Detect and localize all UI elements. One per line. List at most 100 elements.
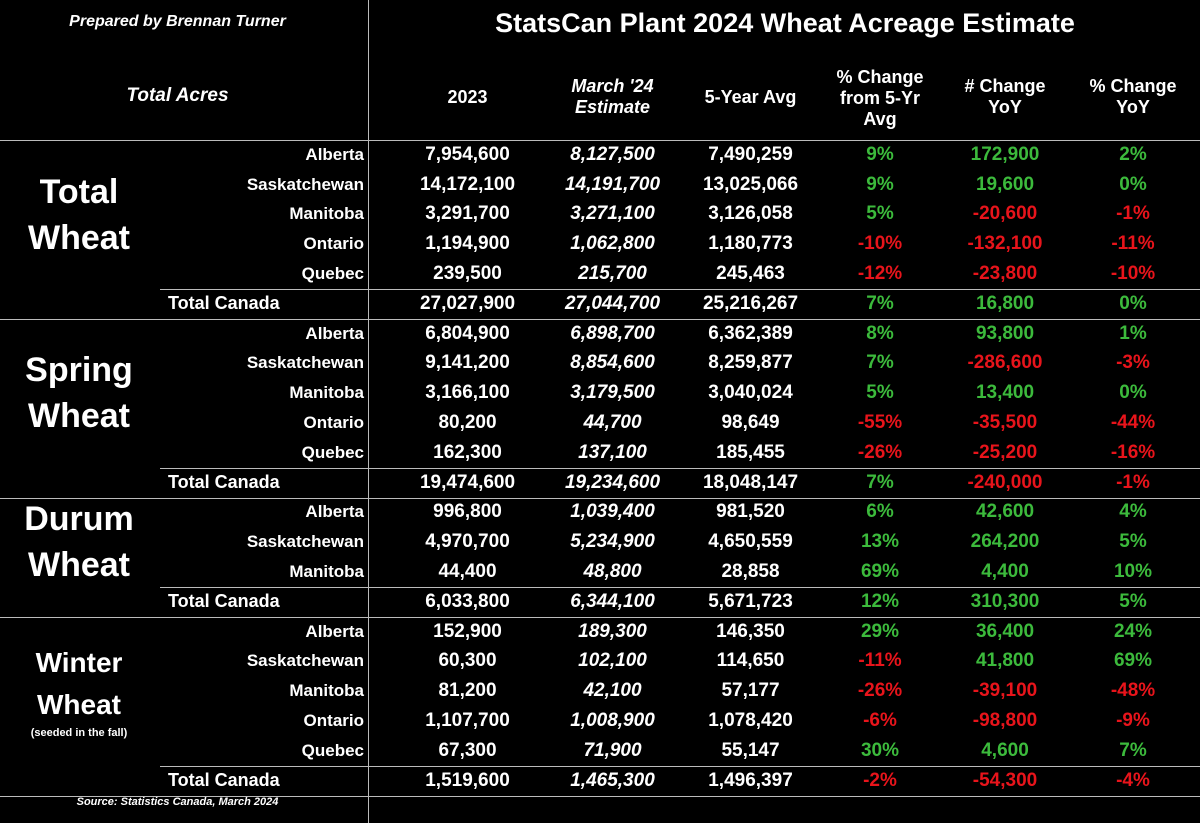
- value-2023: 19,474,600: [419, 471, 516, 493]
- value-march-estimate: 189,300: [578, 620, 647, 642]
- value-pct-change-yoy: 1%: [1119, 322, 1147, 344]
- value-5yr-avg: 28,858: [721, 561, 780, 583]
- value-2023: 67,300: [438, 739, 497, 761]
- value-2023: 60,300: [438, 650, 497, 672]
- value-2023: 162,300: [433, 441, 502, 463]
- province-name: Ontario: [303, 234, 364, 254]
- value-march-estimate: 215,700: [578, 263, 647, 285]
- province-name: Manitoba: [289, 681, 364, 701]
- value-pct-change-yoy: 5%: [1119, 531, 1147, 553]
- province-name: Saskatchewan: [246, 532, 364, 552]
- value-march-estimate: 102,100: [578, 650, 647, 672]
- value-march-estimate: 71,900: [583, 739, 642, 761]
- table-row: Manitoba 44,400 48,800 28,858 69% 4,400 10%: [0, 557, 1200, 587]
- value-2023: 27,027,900: [419, 292, 516, 314]
- value-march-estimate: 44,700: [583, 412, 642, 434]
- value-num-change-yoy: 16,800: [975, 292, 1035, 314]
- total-label: Total Canada: [168, 770, 280, 791]
- value-2023: 44,400: [438, 561, 497, 583]
- value-2023: 3,166,100: [425, 382, 510, 404]
- col-header-num-change-yoy: # Change YoY: [964, 76, 1046, 117]
- value-num-change-yoy: 264,200: [970, 531, 1040, 553]
- value-5yr-avg: 981,520: [716, 501, 785, 523]
- value-pct-change-yoy: 0%: [1119, 382, 1147, 404]
- value-num-change-yoy: -23,800: [972, 263, 1038, 285]
- value-pct-change-5yr: -12%: [857, 263, 903, 285]
- total-label: Total Canada: [168, 591, 280, 612]
- value-2023: 7,954,600: [425, 143, 510, 165]
- value-num-change-yoy: -98,800: [972, 710, 1038, 732]
- value-pct-change-yoy: 24%: [1113, 620, 1153, 642]
- total-row: Total Canada 6,033,800 6,344,100 5,671,723 1…: [0, 587, 1200, 617]
- value-num-change-yoy: 13,400: [975, 382, 1035, 404]
- value-num-change-yoy: -39,100: [972, 680, 1038, 702]
- table-row: Alberta 6,804,900 6,898,700 6,362,389 8% 93,8…: [0, 319, 1200, 349]
- province-name: Saskatchewan: [246, 174, 364, 194]
- value-pct-change-5yr: -6%: [863, 710, 897, 732]
- value-march-estimate: 5,234,900: [570, 531, 655, 553]
- row-divider: [0, 140, 1200, 141]
- value-num-change-yoy: -132,100: [967, 233, 1043, 255]
- value-pct-change-5yr: 5%: [866, 203, 894, 225]
- table-row: Alberta 996,800 1,039,400 981,520 6% 42,600 4%: [0, 498, 1200, 528]
- col-header-2023: 2023: [447, 86, 488, 107]
- value-5yr-avg: 1,078,420: [708, 710, 793, 732]
- value-march-estimate: 8,127,500: [570, 143, 655, 165]
- province-name: Quebec: [301, 442, 364, 462]
- total-row: Total Canada 1,519,600 1,465,300 1,496,397 -…: [0, 766, 1200, 796]
- value-num-change-yoy: 41,800: [975, 650, 1035, 672]
- value-5yr-avg: 114,650: [716, 650, 785, 672]
- value-pct-change-yoy: 7%: [1119, 739, 1147, 761]
- row-divider: [160, 587, 1200, 588]
- value-num-change-yoy: 310,300: [970, 590, 1040, 612]
- value-pct-change-yoy: -9%: [1116, 710, 1150, 732]
- table-row: Saskatchewan 60,300 102,100 114,650 -11% 41,8…: [0, 647, 1200, 677]
- value-pct-change-yoy: 10%: [1113, 561, 1153, 583]
- table-row: Ontario 1,107,700 1,008,900 1,078,420 -6% -98…: [0, 706, 1200, 736]
- province-name: Ontario: [303, 711, 364, 731]
- value-pct-change-5yr: 6%: [866, 501, 894, 523]
- value-5yr-avg: 6,362,389: [708, 322, 793, 344]
- province-name: Manitoba: [289, 383, 364, 403]
- value-pct-change-5yr: 7%: [866, 471, 894, 493]
- value-num-change-yoy: 19,600: [975, 173, 1035, 195]
- page-title: StatsCan Plant 2024 Wheat Acreage Estima…: [495, 8, 1075, 38]
- value-pct-change-5yr: -10%: [857, 233, 903, 255]
- value-num-change-yoy: -240,000: [967, 471, 1043, 493]
- row-header-label: Total Acres: [126, 85, 229, 106]
- province-name: Manitoba: [289, 204, 364, 224]
- value-march-estimate: 19,234,600: [564, 471, 661, 493]
- value-5yr-avg: 57,177: [721, 680, 780, 702]
- province-name: Alberta: [305, 621, 364, 641]
- source-note: Source: Statistics Canada, March 2024: [76, 796, 279, 808]
- row-divider: [160, 467, 1200, 469]
- table-row: Saskatchewan 4,970,700 5,234,900 4,650,559 1…: [0, 527, 1200, 557]
- value-march-estimate: 6,344,100: [570, 590, 655, 612]
- value-pct-change-5yr: 9%: [866, 143, 894, 165]
- value-pct-change-yoy: -11%: [1111, 233, 1155, 255]
- row-divider: [160, 289, 1200, 290]
- province-name: Quebec: [301, 264, 364, 284]
- value-5yr-avg: 3,040,024: [708, 382, 793, 404]
- table-row: Ontario 80,200 44,700 98,649 -55% -35,500 -44%: [0, 408, 1200, 438]
- value-2023: 9,141,200: [425, 352, 510, 374]
- value-num-change-yoy: 36,400: [975, 620, 1035, 642]
- value-2023: 81,200: [438, 680, 497, 702]
- value-march-estimate: 137,100: [578, 441, 647, 463]
- value-5yr-avg: 13,025,066: [702, 173, 799, 195]
- value-5yr-avg: 18,048,147: [702, 471, 799, 493]
- province-name: Manitoba: [289, 562, 364, 582]
- value-pct-change-yoy: 4%: [1119, 501, 1147, 523]
- value-march-estimate: 8,854,600: [570, 352, 655, 374]
- table-row: Quebec 67,300 71,900 55,147 30% 4,600 7%: [0, 736, 1200, 766]
- value-pct-change-yoy: -16%: [1110, 441, 1156, 463]
- row-divider: [160, 765, 1200, 767]
- prepared-by: Prepared by Brennan Turner: [69, 13, 286, 30]
- province-name: Ontario: [303, 413, 364, 433]
- value-pct-change-5yr: 9%: [866, 173, 894, 195]
- value-pct-change-5yr: 29%: [860, 620, 900, 642]
- value-pct-change-5yr: 5%: [866, 382, 894, 404]
- value-5yr-avg: 1,496,397: [708, 769, 793, 791]
- value-pct-change-yoy: -10%: [1110, 263, 1156, 285]
- col-header-pct-change-yoy: % Change YoY: [1089, 76, 1177, 117]
